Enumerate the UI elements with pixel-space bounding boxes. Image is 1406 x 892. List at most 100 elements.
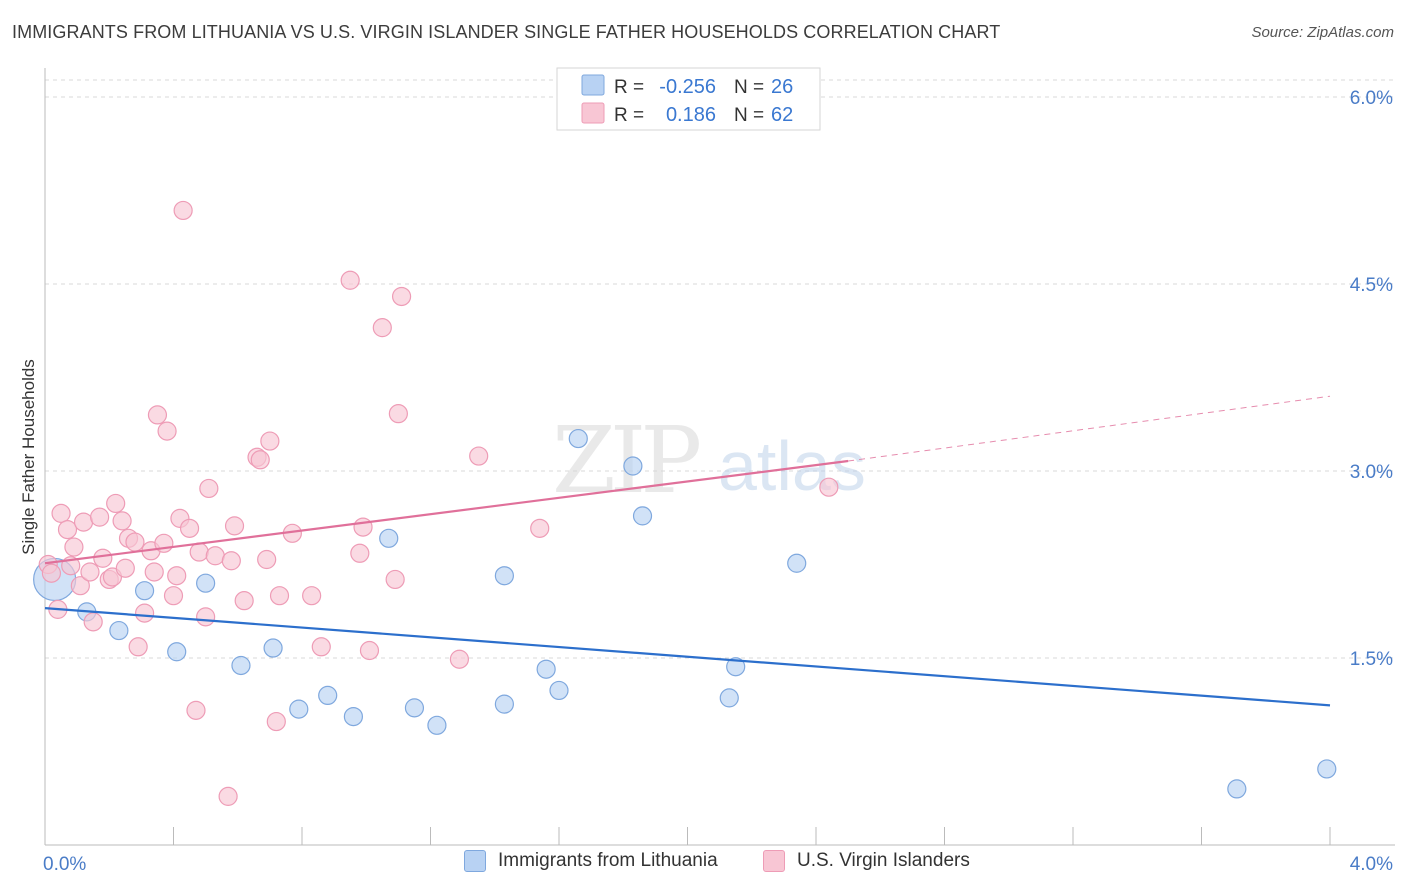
point-lithuania-22 [726,657,746,677]
point-virgin-islanders-11 [90,507,110,527]
point-virgin-islanders-19 [125,532,145,552]
y-axis-label: Single Father Households [19,359,38,555]
point-virgin-islanders-61 [819,477,839,497]
point-lithuania-8 [289,699,309,719]
point-virgin-islanders-57 [391,286,412,307]
point-lithuania-17 [549,680,569,701]
legend-swatch-pink [581,102,605,124]
source-label: Source: ZipAtlas.com [1251,24,1394,41]
legend-n-label-2: N = [734,105,764,126]
point-virgin-islanders-3 [51,503,71,523]
point-lithuania-20 [632,506,653,526]
gridlines [45,79,1395,659]
point-virgin-islanders-59 [469,446,489,466]
point-virgin-islanders-44 [260,431,280,451]
point-lithuania-10 [343,706,363,727]
point-virgin-islanders-4 [57,519,78,540]
point-lithuania-3 [134,581,155,601]
point-virgin-islanders-46 [269,586,290,606]
axes [44,68,1395,846]
point-virgin-islanders-31 [179,518,200,538]
point-lithuania-15 [494,694,514,714]
point-virgin-islanders-26 [157,421,177,441]
point-virgin-islanders-17 [115,558,135,578]
point-virgin-islanders-24 [147,405,168,425]
point-virgin-islanders-33 [189,542,209,562]
legend-label-virgin-islanders: U.S. Virgin Islanders [797,850,970,871]
point-virgin-islanders-43 [257,549,277,570]
trend-line-virgin-islanders [44,459,849,565]
point-lithuania-6 [231,655,251,676]
point-lithuania-24 [1227,779,1247,799]
y-tick-label-0: 1.5% [1350,649,1393,670]
legend-n-label-1: N = [734,77,764,98]
point-lithuania-21 [719,688,739,708]
legend-label-lithuania: Immigrants from Lithuania [498,850,718,871]
point-lithuania-19 [623,456,643,476]
point-virgin-islanders-39 [224,516,245,536]
point-virgin-islanders-8 [73,512,94,532]
point-virgin-islanders-55 [385,569,405,590]
correlation-legend: R = -0.256 N = 26 R = 0.186 N = 62 [556,67,821,131]
point-virgin-islanders-32 [186,700,206,720]
point-lithuania-9 [318,685,338,706]
data-points [33,200,1337,806]
legend-r-value-1: -0.256 [659,76,716,98]
point-virgin-islanders-42 [250,450,270,470]
point-virgin-islanders-54 [372,318,392,338]
tick-labels: 1.5% 3.0% 4.5% 6.0% 0.0% 4.0% [43,88,1393,875]
legend-item-lithuania: Immigrants from Lithuania [464,850,718,872]
legend-r-value-2: 0.186 [666,104,716,126]
x-tick-label-1: 4.0% [1350,854,1393,875]
point-virgin-islanders-30 [173,200,193,221]
x-tick-label-0: 0.0% [43,854,86,875]
point-virgin-islanders-9 [80,562,100,582]
point-virgin-islanders-7 [70,576,90,596]
point-virgin-islanders-60 [530,518,550,538]
point-virgin-islanders-58 [449,649,470,669]
point-virgin-islanders-38 [221,551,241,571]
point-virgin-islanders-45 [266,711,286,732]
point-virgin-islanders-16 [112,511,132,531]
point-lithuania-16 [536,659,556,679]
point-lithuania-5 [196,573,216,593]
point-virgin-islanders-27 [163,586,184,606]
point-virgin-islanders-50 [340,270,360,290]
point-virgin-islanders-34 [196,607,216,627]
legend-n-value-1: 26 [771,76,793,98]
point-lithuania-25 [1317,759,1337,779]
watermark-atlas: atlas [718,427,866,505]
point-virgin-islanders-20 [128,637,148,657]
point-virgin-islanders-37 [218,786,238,806]
legend-swatch-virgin-islanders [763,850,785,872]
point-virgin-islanders-51 [350,543,370,563]
point-lithuania-12 [404,698,425,718]
legend-swatch-blue [581,74,605,96]
point-virgin-islanders-52 [353,517,373,537]
point-virgin-islanders-35 [199,478,219,499]
point-virgin-islanders-1 [41,563,62,583]
point-virgin-islanders-49 [311,637,331,657]
point-lithuania-18 [568,428,588,449]
point-lithuania-4 [167,642,187,662]
point-virgin-islanders-36 [205,546,225,566]
point-virgin-islanders-6 [64,537,84,557]
point-virgin-islanders-28 [167,566,187,586]
y-tick-label-2: 4.5% [1350,275,1393,296]
point-lithuania-14 [494,566,514,586]
point-virgin-islanders-48 [302,586,322,606]
legend-swatch-lithuania [464,850,486,872]
y-tick-label-3: 6.0% [1350,88,1393,109]
chart-title: IMMIGRANTS FROM LITHUANIA VS U.S. VIRGIN… [12,22,1001,42]
series-legend: Immigrants from Lithuania U.S. Virgin Is… [0,850,1406,880]
point-lithuania-11 [379,528,399,548]
trend-line-lithuania [44,607,1331,707]
point-lithuania-13 [427,715,447,735]
legend-r-label-2: R = [614,105,644,126]
legend-r-label-1: R = [614,77,644,98]
trend-lines [44,395,1331,707]
point-lithuania-7 [263,638,283,658]
legend-n-value-2: 62 [771,104,793,126]
trend-line-virgin-islanders-extension [848,395,1331,462]
